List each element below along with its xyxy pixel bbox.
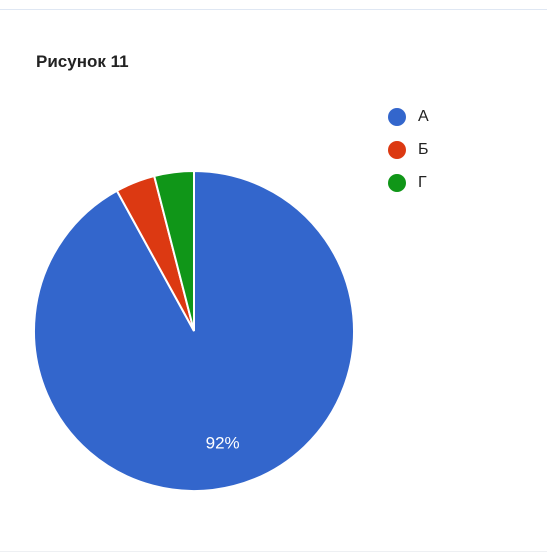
chart-title: Рисунок 11 — [36, 52, 129, 71]
bottom-divider — [0, 551, 547, 552]
legend-label-b: Б — [418, 141, 429, 158]
legend-label-a: А — [418, 108, 429, 125]
pie-data-label-a: 92% — [206, 434, 240, 453]
top-divider — [0, 9, 547, 10]
legend-swatch-a — [388, 108, 406, 126]
pie-data-labels: 92% — [206, 434, 240, 453]
legend-item-a[interactable]: А — [388, 106, 429, 128]
legend-item-b[interactable]: Б — [388, 139, 429, 161]
legend-swatch-b — [388, 141, 406, 159]
legend-label-g: Г — [418, 174, 427, 191]
pie-slice-g[interactable] — [152, 169, 195, 332]
legend-item-g[interactable]: Г — [388, 172, 429, 194]
pie-slices — [33, 169, 355, 492]
legend: А Б Г — [388, 106, 429, 205]
legend-swatch-g — [388, 174, 406, 192]
